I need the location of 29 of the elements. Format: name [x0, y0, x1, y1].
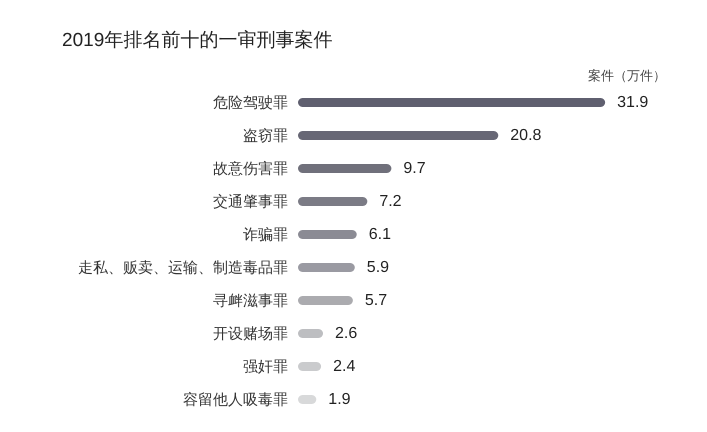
- data-label: 5.7: [364, 292, 388, 309]
- y-tick-label: 盗窃罪: [243, 126, 288, 144]
- y-tick-label: 开设赌场罪: [213, 324, 288, 342]
- chart-title: 2019年排名前十的一审刑事案件: [62, 29, 332, 51]
- data-label: 1.9: [328, 391, 351, 408]
- bar: [298, 230, 357, 239]
- data-label: 2.6: [335, 325, 358, 342]
- data-label: 20.8: [510, 127, 542, 144]
- data-label: 31.9: [617, 94, 648, 111]
- data-label: 2.4: [333, 358, 356, 375]
- data-label: 7.2: [379, 193, 402, 210]
- bar: [298, 296, 353, 305]
- y-tick-label: 强奸罪: [243, 358, 288, 376]
- bar: [298, 98, 606, 107]
- x-axis-title: 案件（万件）: [588, 68, 666, 83]
- data-label: 5.9: [366, 259, 390, 276]
- y-tick-label: 交通肇事罪: [213, 192, 288, 210]
- bar: [298, 131, 498, 140]
- y-tick-label: 故意伤害罪: [213, 160, 288, 178]
- y-tick-label: 走私、贩卖、运输、制造毒品罪: [78, 258, 288, 276]
- bar: [298, 197, 368, 206]
- y-tick-label: 危险驾驶罪: [213, 94, 288, 112]
- data-label: 9.7: [403, 160, 426, 177]
- y-tick-label: 容留他人吸毒罪: [183, 390, 288, 408]
- y-tick-label: 诈骗罪: [243, 226, 288, 244]
- bar: [298, 263, 355, 272]
- y-tick-label: 寻衅滋事罪: [213, 292, 288, 310]
- bar: [298, 164, 392, 173]
- data-label: 6.1: [368, 226, 392, 243]
